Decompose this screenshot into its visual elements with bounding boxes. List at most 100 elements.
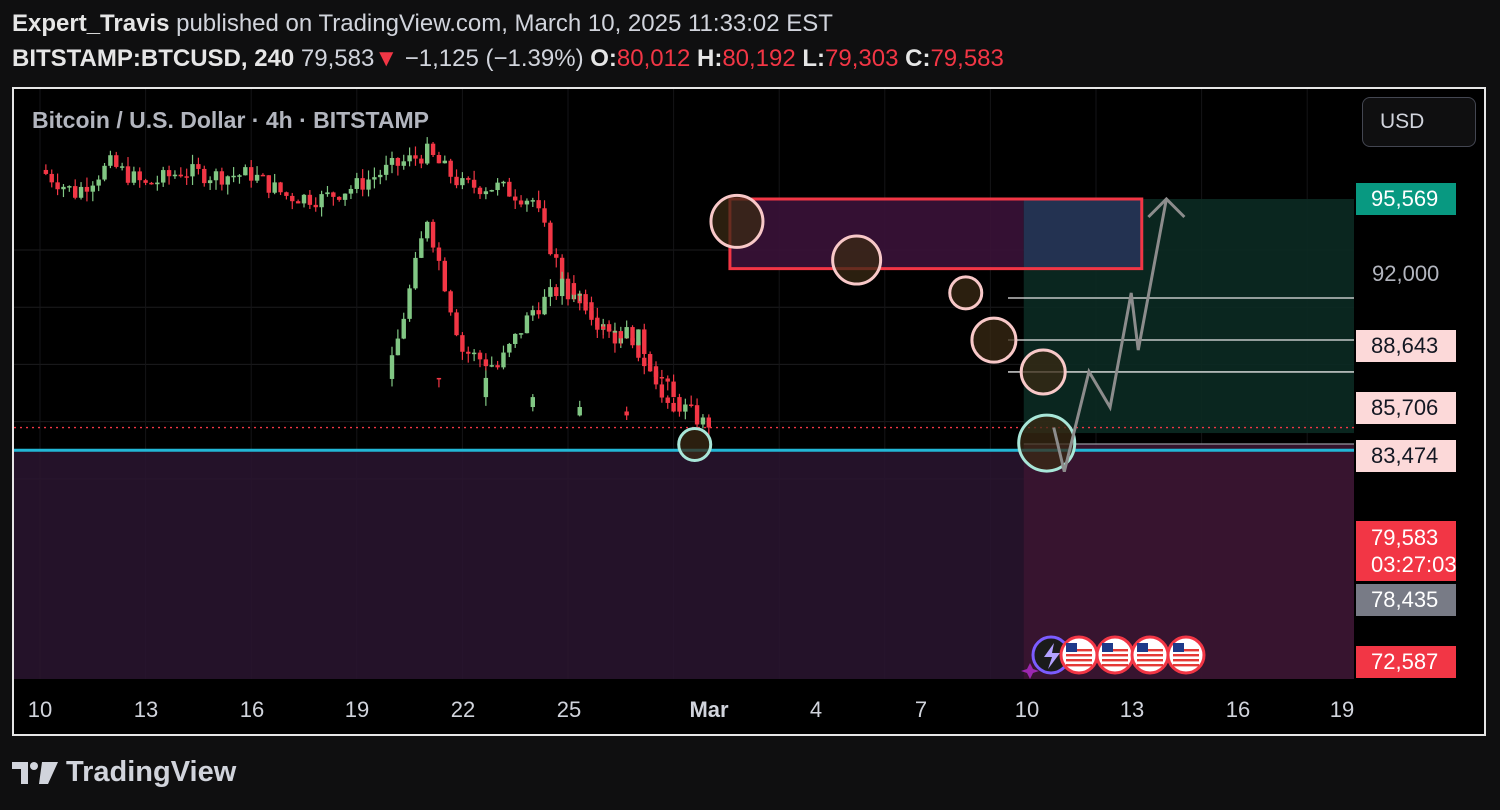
chart-frame: Bitcoin / U.S. Dollar · 4h · BITSTAMP US… bbox=[12, 87, 1486, 736]
candle-body bbox=[471, 179, 477, 188]
candle-body bbox=[49, 173, 54, 183]
candles bbox=[43, 137, 711, 437]
pivot-circle bbox=[709, 193, 765, 249]
candle-body bbox=[694, 405, 700, 425]
flag-canton bbox=[1137, 643, 1148, 652]
candle-body bbox=[542, 296, 547, 315]
candle-body bbox=[483, 191, 489, 195]
candle-body bbox=[325, 192, 330, 195]
candle-body bbox=[331, 192, 336, 197]
x-tick-label: 13 bbox=[133, 697, 159, 722]
tradingview-logo[interactable]: TradingView bbox=[12, 756, 236, 789]
candle-body bbox=[90, 185, 95, 192]
candle-body bbox=[166, 170, 172, 177]
candle-body bbox=[337, 196, 342, 200]
candle-body bbox=[249, 167, 254, 181]
x-tick-label: 25 bbox=[556, 697, 582, 722]
candle-body bbox=[119, 166, 125, 168]
x-tick-label: Mar bbox=[689, 697, 729, 722]
candle-body bbox=[636, 329, 641, 346]
candle-body bbox=[548, 222, 553, 255]
candle-body bbox=[665, 397, 670, 403]
candle-body bbox=[266, 175, 271, 193]
x-tick-label: 10 bbox=[27, 697, 53, 722]
candle-body bbox=[583, 294, 588, 311]
x-tick-label: 4 bbox=[809, 697, 823, 722]
last-price: 79,583 bbox=[300, 45, 375, 72]
candle-body bbox=[442, 160, 447, 164]
candle-body bbox=[477, 352, 483, 360]
candle-body bbox=[601, 326, 606, 330]
high-label: H: bbox=[696, 45, 723, 72]
candle-body bbox=[407, 155, 412, 162]
candle-body bbox=[671, 381, 676, 398]
candle-body bbox=[225, 176, 230, 185]
x-tick-label: 7 bbox=[914, 697, 928, 722]
candle-body bbox=[642, 329, 647, 355]
candle-body bbox=[518, 200, 524, 205]
candle-body bbox=[577, 294, 582, 296]
candle-body bbox=[636, 341, 641, 358]
candle-body bbox=[360, 178, 365, 190]
candle-body bbox=[295, 201, 301, 204]
current-price-value: 79,583 bbox=[1371, 525, 1439, 550]
x-tick-label: 19 bbox=[344, 697, 370, 722]
level-price-label-3: 83,474 bbox=[1356, 440, 1456, 472]
flag-canton bbox=[1173, 643, 1184, 652]
candle-body bbox=[460, 178, 465, 186]
candle-body bbox=[378, 174, 383, 178]
low-label: L: bbox=[802, 45, 826, 72]
price-chart[interactable] bbox=[14, 89, 1484, 734]
candle-body bbox=[143, 180, 148, 183]
candle-body bbox=[559, 257, 565, 282]
candle-body bbox=[155, 182, 160, 185]
author-name[interactable]: Expert_Travis bbox=[12, 10, 170, 37]
candle-body bbox=[436, 377, 442, 380]
flag-stripe bbox=[1102, 659, 1128, 662]
candle-body bbox=[606, 329, 612, 332]
symbol-name[interactable]: BITSTAMP:BTCUSD, 240 bbox=[12, 45, 295, 72]
candle-body bbox=[237, 175, 242, 177]
candle-body bbox=[319, 194, 324, 208]
candle-body bbox=[131, 171, 137, 183]
bottom-price-label: 72,587 bbox=[1356, 646, 1456, 678]
pivot-circle bbox=[831, 234, 883, 286]
x-tick-label: 16 bbox=[239, 697, 265, 722]
open-label: O: bbox=[590, 45, 617, 72]
flag-stripe bbox=[1173, 654, 1199, 657]
candle-body bbox=[624, 411, 629, 416]
pivot-circle bbox=[1019, 348, 1067, 396]
candle-body bbox=[466, 351, 471, 354]
candle-body bbox=[290, 195, 295, 202]
candle-body bbox=[530, 310, 535, 316]
candle-body bbox=[530, 200, 535, 202]
candle-body bbox=[260, 174, 266, 177]
x-tick-label: 22 bbox=[450, 697, 476, 722]
candle-body bbox=[430, 221, 436, 248]
candle-body bbox=[536, 200, 541, 209]
candle-body bbox=[524, 315, 530, 334]
flag-stripe bbox=[1066, 664, 1092, 667]
currency-button[interactable]: USD bbox=[1362, 97, 1476, 147]
candle-body bbox=[231, 175, 236, 178]
candle-body bbox=[436, 247, 442, 261]
candle-body bbox=[683, 404, 688, 412]
candle-body bbox=[55, 182, 60, 190]
flag-stripe bbox=[1066, 654, 1092, 657]
flag-stripe bbox=[1137, 659, 1163, 662]
candle-body bbox=[554, 254, 559, 258]
candle-body bbox=[395, 157, 401, 166]
bar-countdown: 03:27:03 bbox=[1371, 552, 1457, 577]
candle-body bbox=[413, 257, 418, 289]
candle-body bbox=[618, 331, 623, 339]
candle-body bbox=[419, 238, 424, 258]
candle-body bbox=[419, 158, 424, 164]
candle-body bbox=[389, 157, 395, 165]
candle-body bbox=[495, 182, 500, 191]
candle-body bbox=[483, 377, 489, 398]
candle-body bbox=[383, 164, 389, 175]
candle-body bbox=[219, 171, 225, 185]
flag-stripe bbox=[1066, 659, 1092, 662]
price-change: −1,125 (−1.39%) bbox=[404, 45, 584, 72]
flag-canton bbox=[1102, 643, 1113, 652]
